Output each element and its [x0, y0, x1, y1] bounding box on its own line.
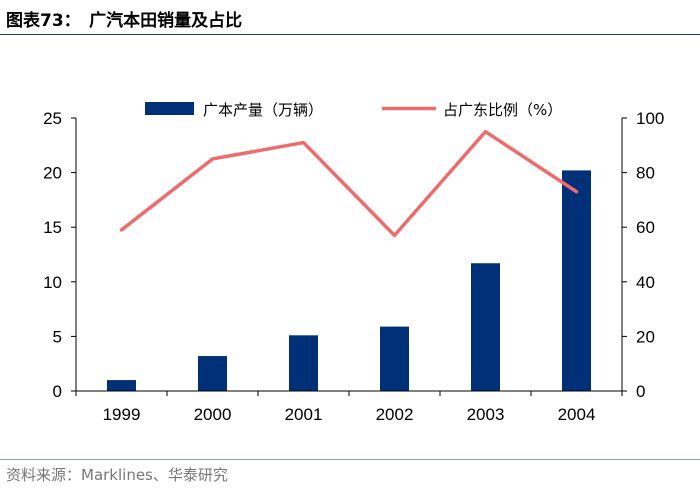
y-right-tick-label: 80: [636, 164, 655, 183]
x-tick-label-2001: 2001: [285, 405, 323, 424]
x-tick-label-2004: 2004: [558, 405, 596, 424]
y-right-tick-label: 20: [636, 327, 655, 346]
y-right-tick-label: 40: [636, 273, 655, 292]
line-share-guangdong: [119, 129, 579, 238]
bar-series: [107, 170, 591, 391]
legend-bar-label: 广本产量（万辆）: [203, 101, 323, 119]
bar-2000: [198, 356, 227, 391]
y-left-tick-label: 15: [43, 218, 62, 237]
legend-bar-swatch: [145, 102, 194, 115]
y-left-tick-label: 20: [43, 164, 62, 183]
y-right-tick-label: 60: [636, 218, 655, 237]
y-left-tick-label: 10: [43, 273, 62, 292]
bar-2004: [562, 170, 591, 391]
line-series: [119, 129, 579, 238]
bar-2001: [289, 335, 318, 391]
source-note: 资料来源：Marklines、华泰研究: [6, 466, 228, 484]
legend-line-label: 占广东比例（%）: [443, 101, 562, 119]
x-tick-label-2002: 2002: [376, 405, 414, 424]
y-left-tick-label: 25: [43, 109, 62, 128]
axes: 0 5 10 15 20 25 0 20 40 60 80 100 1999 2000 2001 2002 20…: [43, 109, 664, 424]
y-left-tick-label: 5: [53, 327, 62, 346]
legend: 广本产量（万辆） 占广东比例（%）: [145, 101, 562, 119]
x-tick-label-2000: 2000: [194, 405, 232, 424]
y-right-tick-label: 0: [636, 382, 645, 401]
x-tick-label-1999: 1999: [103, 405, 141, 424]
figure-title: 图表73： 广汽本田销量及占比: [6, 11, 243, 31]
bar-2002: [380, 326, 409, 391]
bar-2003: [471, 263, 500, 391]
title-divider: [0, 34, 700, 35]
y-left-tick-label: 0: [53, 382, 62, 401]
source-divider: [0, 459, 700, 460]
x-tick-label-2003: 2003: [467, 405, 505, 424]
y-right-tick-label: 100: [636, 109, 664, 128]
bar-1999: [107, 380, 136, 391]
